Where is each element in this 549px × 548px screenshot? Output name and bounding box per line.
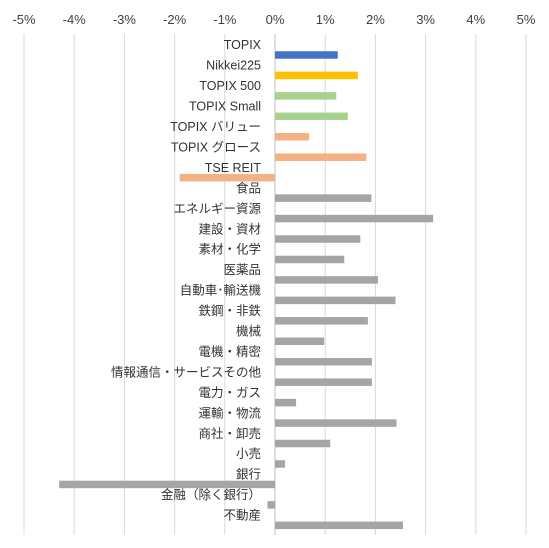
category-label: TSE REIT <box>205 161 262 175</box>
bar <box>275 337 325 346</box>
category-label: 不動産 <box>223 508 261 523</box>
bars <box>59 51 434 530</box>
bar <box>275 51 338 59</box>
category-label: 金融（除く銀行） <box>161 487 261 502</box>
category-label: 建設・資材 <box>198 221 261 236</box>
gridlines <box>23 34 527 535</box>
category-label: 素材・化学 <box>198 242 261 257</box>
category-label: TOPIX <box>224 38 262 52</box>
bar <box>275 419 397 427</box>
category-label: 情報通信・サービスその他 <box>111 365 262 379</box>
bar <box>275 378 372 386</box>
category-label: 小売 <box>236 446 261 461</box>
x-tick-label: -1% <box>213 12 237 27</box>
bar <box>275 460 286 468</box>
category-label: TOPIX グロース <box>171 140 261 154</box>
category-label: 銀行 <box>236 468 261 482</box>
bar <box>275 317 368 325</box>
x-tick-label: 0% <box>266 12 285 27</box>
bar <box>275 153 367 161</box>
x-tick-label: -4% <box>63 12 87 27</box>
category-label: 機械 <box>236 324 262 339</box>
category-label: エネルギー資源 <box>173 202 261 216</box>
category-label: 運輸・物流 <box>198 405 261 420</box>
bar <box>275 214 434 223</box>
bar <box>275 357 372 366</box>
category-label: 電力・ガス <box>198 386 261 400</box>
bar <box>179 173 275 182</box>
x-tick-label: 2% <box>366 12 385 27</box>
bar <box>275 398 297 407</box>
category-label: 鉄鋼・非鉄 <box>198 303 261 318</box>
bar <box>275 521 404 530</box>
category-label: Nikkei225 <box>206 59 261 73</box>
x-tick-label: -5% <box>12 12 36 27</box>
x-tick-label: 1% <box>316 12 335 27</box>
bar <box>275 133 310 141</box>
category-label: 医薬品 <box>223 263 261 277</box>
bar <box>275 296 396 305</box>
category-label: TOPIX Small <box>189 100 261 114</box>
category-labels: TOPIX Nikkei225 TOPIX 500 TOPIX Small TOPIX … <box>111 38 262 522</box>
x-tick-label: -3% <box>113 12 137 27</box>
x-tick-label: 4% <box>466 12 485 27</box>
category-label: 食品 <box>236 180 261 195</box>
category-label: TOPIX 500 <box>199 79 261 93</box>
bar <box>275 194 372 202</box>
category-label: 自動車･輸送機 <box>180 283 262 298</box>
bar <box>267 501 275 509</box>
bar <box>275 235 361 243</box>
bar <box>275 276 378 284</box>
category-label: 電機・精密 <box>198 344 261 359</box>
x-tick-label: -2% <box>163 12 187 27</box>
bar <box>275 71 358 80</box>
category-label: TOPIX バリュー <box>170 120 261 134</box>
bar <box>275 112 348 121</box>
bar <box>275 92 337 100</box>
bar <box>275 439 331 448</box>
x-axis-tick-labels: -5% -4% -3% -2% -1% 0% 1% 2% 3% 4% 5% <box>12 12 535 27</box>
bar <box>275 255 345 264</box>
x-tick-label: 3% <box>416 12 435 27</box>
x-tick-label: 5% <box>517 12 536 27</box>
category-label: 商社・卸売 <box>198 426 261 441</box>
bar <box>59 480 275 489</box>
